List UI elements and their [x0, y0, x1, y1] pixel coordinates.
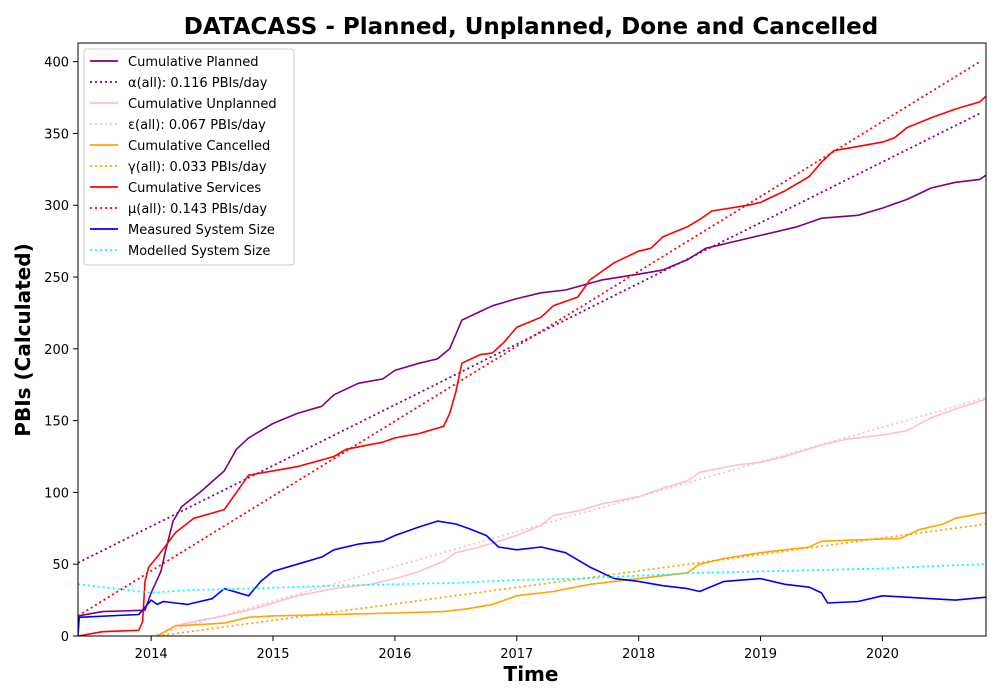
y-axis-label: PBIs (Calculated) [11, 243, 35, 436]
x-tick-label: 2017 [500, 647, 533, 662]
legend-label: ε(all): 0.067 PBIs/day [128, 118, 266, 133]
legend-label: Modelled System Size [128, 244, 270, 259]
x-tick-label: 2018 [622, 647, 655, 662]
chart-title: DATACASS - Planned, Unplanned, Done and … [184, 14, 879, 40]
legend-label: μ(all): 0.143 PBIs/day [128, 202, 267, 217]
x-tick-label: 2016 [378, 647, 411, 662]
y-tick-label: 150 [44, 415, 69, 430]
legend-label: Cumulative Services [128, 181, 261, 196]
y-tick-label: 50 [52, 558, 69, 573]
y-tick-label: 400 [44, 56, 69, 71]
legend-label: Cumulative Unplanned [128, 97, 277, 112]
legend-label: γ(all): 0.033 PBIs/day [128, 160, 267, 175]
legend-label: Cumulative Cancelled [128, 139, 270, 154]
x-tick-label: 2020 [866, 647, 899, 662]
x-tick-label: 2019 [744, 647, 777, 662]
x-axis-label: Time [504, 662, 559, 686]
y-tick-label: 300 [44, 199, 69, 214]
y-tick-label: 200 [44, 343, 69, 358]
x-tick-label: 2015 [256, 647, 289, 662]
y-tick-label: 250 [44, 271, 69, 286]
y-tick-label: 100 [44, 486, 69, 501]
y-tick-label: 0 [61, 630, 69, 645]
x-tick-label: 2014 [135, 647, 168, 662]
legend: Cumulative Planned α(all): 0.116 PBIs/day… [84, 49, 294, 265]
legend-label: Cumulative Planned [128, 55, 258, 70]
legend-label: Measured System Size [128, 223, 275, 238]
legend-label: α(all): 0.116 PBIs/day [128, 76, 268, 91]
y-tick-label: 350 [44, 127, 69, 142]
